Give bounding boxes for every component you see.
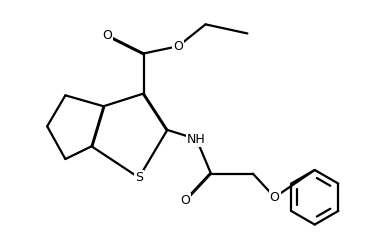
- Text: O: O: [102, 29, 112, 42]
- Text: S: S: [135, 171, 143, 184]
- Text: O: O: [173, 40, 183, 53]
- Text: NH: NH: [187, 133, 206, 145]
- Text: O: O: [270, 191, 280, 204]
- Text: O: O: [181, 194, 190, 207]
